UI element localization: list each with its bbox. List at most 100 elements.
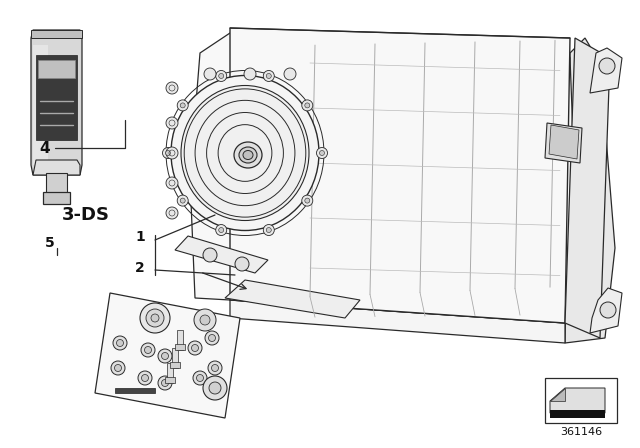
Circle shape xyxy=(180,198,185,203)
Polygon shape xyxy=(565,38,615,343)
Bar xyxy=(43,192,70,204)
Circle shape xyxy=(203,376,227,400)
Bar xyxy=(115,388,155,393)
Circle shape xyxy=(203,248,217,262)
Bar xyxy=(38,60,75,78)
Ellipse shape xyxy=(171,76,319,231)
Text: 1: 1 xyxy=(135,230,145,244)
Polygon shape xyxy=(590,288,622,333)
Circle shape xyxy=(161,353,168,359)
Circle shape xyxy=(151,314,159,322)
Circle shape xyxy=(205,331,219,345)
Circle shape xyxy=(191,345,198,352)
Circle shape xyxy=(305,198,310,203)
Circle shape xyxy=(600,302,616,318)
Circle shape xyxy=(219,228,224,233)
Circle shape xyxy=(116,340,124,346)
Bar xyxy=(31,30,82,38)
Bar xyxy=(165,377,175,383)
Ellipse shape xyxy=(239,147,257,163)
Bar xyxy=(177,330,183,350)
Circle shape xyxy=(319,151,324,155)
Circle shape xyxy=(216,224,227,236)
Circle shape xyxy=(166,177,178,189)
Circle shape xyxy=(266,228,271,233)
Polygon shape xyxy=(33,160,80,175)
Circle shape xyxy=(284,68,296,80)
Circle shape xyxy=(599,58,615,74)
Bar xyxy=(175,344,185,350)
Ellipse shape xyxy=(243,151,253,159)
Text: 3-DS: 3-DS xyxy=(62,206,110,224)
Circle shape xyxy=(263,70,275,82)
Circle shape xyxy=(219,73,224,78)
Circle shape xyxy=(158,349,172,363)
Bar xyxy=(545,378,617,423)
Circle shape xyxy=(141,343,155,357)
Circle shape xyxy=(158,376,172,390)
Bar xyxy=(172,348,178,368)
Circle shape xyxy=(115,365,122,371)
Polygon shape xyxy=(550,388,605,413)
Polygon shape xyxy=(590,48,622,93)
Ellipse shape xyxy=(181,86,309,220)
Circle shape xyxy=(302,100,313,111)
Circle shape xyxy=(235,257,249,271)
Circle shape xyxy=(266,73,271,78)
Bar xyxy=(46,173,67,195)
Circle shape xyxy=(177,195,188,206)
Circle shape xyxy=(141,375,148,382)
Circle shape xyxy=(188,341,202,355)
Polygon shape xyxy=(549,125,579,159)
Polygon shape xyxy=(36,55,77,140)
Circle shape xyxy=(263,224,275,236)
Text: 361146: 361146 xyxy=(560,427,602,437)
Polygon shape xyxy=(31,30,82,175)
Circle shape xyxy=(180,103,185,108)
Bar xyxy=(170,362,180,368)
Circle shape xyxy=(146,309,164,327)
Circle shape xyxy=(200,315,210,325)
Circle shape xyxy=(196,375,204,382)
Circle shape xyxy=(193,371,207,385)
Polygon shape xyxy=(225,280,360,318)
Circle shape xyxy=(166,117,178,129)
Circle shape xyxy=(163,147,173,159)
Bar xyxy=(550,410,605,418)
Polygon shape xyxy=(33,45,48,165)
Circle shape xyxy=(145,346,152,353)
Polygon shape xyxy=(545,123,582,163)
Circle shape xyxy=(161,379,168,387)
Circle shape xyxy=(166,147,178,159)
Circle shape xyxy=(317,147,328,159)
Circle shape xyxy=(216,70,227,82)
Circle shape xyxy=(208,361,222,375)
Polygon shape xyxy=(95,293,240,418)
Circle shape xyxy=(209,382,221,394)
Polygon shape xyxy=(550,388,565,401)
Circle shape xyxy=(302,195,313,206)
Circle shape xyxy=(177,100,188,111)
Circle shape xyxy=(166,151,170,155)
Polygon shape xyxy=(565,38,610,338)
Polygon shape xyxy=(230,28,570,323)
Circle shape xyxy=(111,361,125,375)
Circle shape xyxy=(113,336,127,350)
Polygon shape xyxy=(230,300,565,343)
Polygon shape xyxy=(175,236,268,273)
Text: 4: 4 xyxy=(40,141,50,155)
Circle shape xyxy=(305,103,310,108)
Circle shape xyxy=(211,365,218,371)
Circle shape xyxy=(140,303,170,333)
Circle shape xyxy=(166,207,178,219)
Circle shape xyxy=(204,68,216,80)
Circle shape xyxy=(138,371,152,385)
Polygon shape xyxy=(190,33,575,323)
Ellipse shape xyxy=(234,142,262,168)
Text: 2: 2 xyxy=(135,261,145,275)
Bar xyxy=(167,363,173,383)
Circle shape xyxy=(244,68,256,80)
Circle shape xyxy=(194,309,216,331)
Text: 5: 5 xyxy=(45,236,55,250)
Circle shape xyxy=(166,82,178,94)
